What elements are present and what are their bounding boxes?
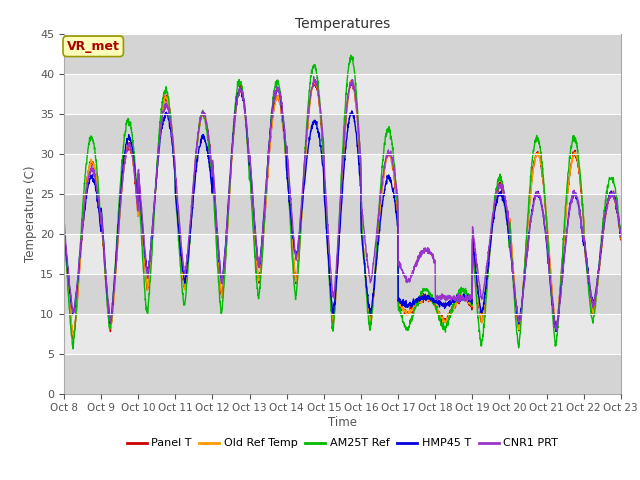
X-axis label: Time: Time	[328, 416, 357, 429]
Bar	[64, 193, 621, 234]
Bar	[64, 154, 621, 193]
Bar	[64, 354, 621, 394]
Bar	[64, 34, 621, 73]
Bar	[64, 274, 621, 313]
Bar	[64, 234, 621, 274]
Bar	[64, 73, 621, 114]
Bar	[64, 313, 621, 354]
Legend: Panel T, Old Ref Temp, AM25T Ref, HMP45 T, CNR1 PRT: Panel T, Old Ref Temp, AM25T Ref, HMP45 …	[122, 434, 563, 453]
Text: VR_met: VR_met	[67, 40, 120, 53]
Bar	[64, 114, 621, 154]
Y-axis label: Temperature (C): Temperature (C)	[24, 165, 37, 262]
Title: Temperatures: Temperatures	[295, 17, 390, 31]
